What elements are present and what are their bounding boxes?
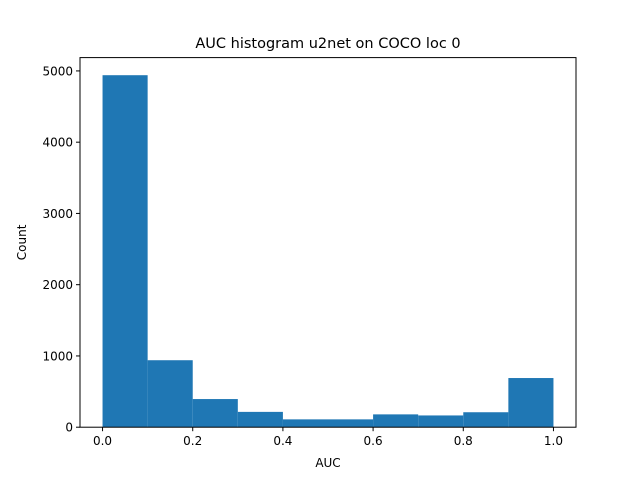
histogram-bar-6 (373, 414, 419, 428)
y-tick-label-1: 1000 (42, 349, 73, 363)
y-tick-label-4: 4000 (42, 136, 73, 150)
y-axis-ticks: 0 1000 2000 3000 4000 5000 (42, 64, 80, 435)
histogram-bar-9 (508, 378, 554, 428)
x-tick-label-3: 0.6 (364, 434, 383, 448)
y-tick-label-5: 5000 (42, 64, 73, 78)
y-tick-label-2: 2000 (42, 278, 73, 292)
histogram-bars (102, 75, 554, 428)
chart-title: AUC histogram u2net on COCO loc 0 (195, 36, 460, 52)
histogram-bar-4 (282, 419, 328, 428)
y-tick-label-3: 3000 (42, 207, 73, 221)
histogram-bar-1 (147, 360, 193, 428)
x-tick-label-5: 1.0 (544, 434, 563, 448)
y-axis-label: Count (15, 224, 29, 260)
histogram-bar-0 (102, 75, 148, 428)
x-tick-label-1: 0.2 (183, 434, 202, 448)
x-tick-label-4: 0.8 (454, 434, 473, 448)
x-axis-ticks: 0.0 0.2 0.4 0.6 0.8 1.0 (93, 427, 563, 448)
x-axis-label: AUC (315, 456, 340, 470)
y-tick-label-0: 0 (65, 421, 73, 435)
histogram-bar-5 (328, 419, 374, 428)
plot-area-frame (79, 57, 577, 428)
histogram-bar-3 (237, 411, 283, 428)
x-tick-label-0: 0.0 (93, 434, 112, 448)
histogram-bar-2 (192, 399, 238, 428)
histogram-bar-8 (463, 412, 509, 428)
histogram-bar-7 (418, 415, 464, 428)
x-tick-label-2: 0.4 (273, 434, 292, 448)
